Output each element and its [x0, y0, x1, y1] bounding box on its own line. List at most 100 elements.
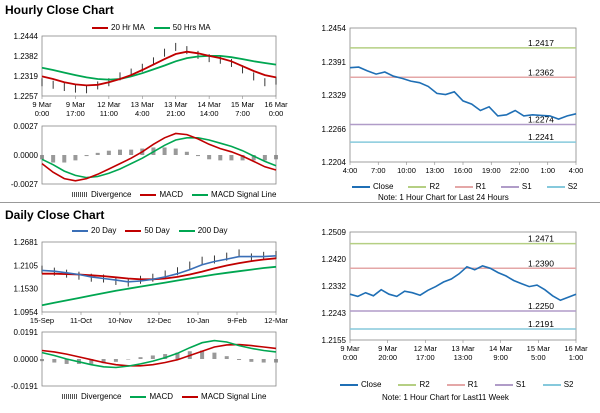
legend-swatch-s1: [500, 185, 519, 188]
legend-label-s2: S2: [563, 380, 574, 389]
divergence-bar: [106, 150, 111, 155]
x-tick-label: 10:00: [397, 166, 416, 175]
x-tick-label: 12 Mar: [97, 100, 121, 109]
x-tick-label: 20:00: [378, 353, 397, 362]
weekly-levels-panel: 1.2509 1.2420 1.2332 1.2243 1.2155 9 Mar 0:00 9…: [300, 222, 600, 413]
hourly-macd-panel: 0.0027 0.0000 -0.0027 Divergence MACD MACD…: [0, 120, 300, 202]
x-tick-label: 9 Mar: [378, 344, 398, 353]
level-label-s1: 1.2250: [528, 301, 554, 311]
y-tick-label: 1.2509: [322, 228, 347, 237]
legend-label-close: Close: [373, 182, 394, 191]
legend-label-macd: MACD: [149, 392, 174, 401]
y-tick-label: 1.2243: [322, 309, 347, 318]
x-tick-label: 22:00: [510, 166, 529, 175]
x-tick-label: 10-Nov: [108, 316, 132, 325]
legend-swatch-close: [352, 185, 370, 188]
divergence-bar: [175, 352, 180, 359]
daily-macd-legend: Divergence MACD MACD Signal Line: [62, 392, 266, 401]
daily-ma-panel: 20 Day 50 Day 200 Day 1.2681 1.2105 1.1530…: [0, 222, 300, 328]
x-tick-label: 13 Mar: [164, 100, 188, 109]
legend-swatch-signal: [182, 395, 199, 398]
level-label-r1: 1.2390: [528, 258, 554, 268]
y-tick-label: 1.2319: [14, 72, 39, 81]
y-tick-label: 0.0000: [14, 151, 39, 160]
legend-swatch-r1: [446, 383, 465, 386]
legend-swatch-50day: [125, 229, 142, 232]
legend-label-signal: MACD Signal Line: [211, 190, 277, 199]
x-tick-label: 0:00: [35, 109, 50, 118]
legend-label-r2: R2: [419, 380, 430, 389]
divergence-bar: [113, 359, 118, 362]
legend-label-r2: R2: [429, 182, 440, 191]
ma-20day-line: [41, 255, 277, 283]
divergence-bar: [249, 359, 254, 362]
x-tick-label: 12 Mar: [414, 344, 438, 353]
x-tick-label: 9 Mar: [32, 100, 52, 109]
hourly-macd-chart: 0.0027 0.0000 -0.0027: [11, 122, 278, 189]
level-label-r2: 1.2417: [528, 38, 554, 48]
x-tick-label: 19:00: [482, 166, 501, 175]
legend-swatch-s2: [546, 185, 565, 188]
legend-label-divergence: Divergence: [81, 392, 122, 401]
x-tick-label: 4:00: [569, 166, 584, 175]
x-tick-label: 13 Mar: [451, 344, 475, 353]
legend-label-50day: 50 Day: [144, 226, 170, 235]
x-tick-label: 9 Mar: [340, 344, 360, 353]
x-tick-label: 10-Jan: [187, 316, 210, 325]
divergence-bar: [51, 155, 56, 163]
legend-swatch-close: [340, 383, 358, 386]
y-tick-label: 1.0954: [14, 308, 39, 317]
y-tick-label: 1.2204: [322, 158, 347, 167]
divergence-bar: [162, 147, 167, 155]
legend-swatch-macd: [140, 193, 157, 196]
x-tick-label: 17:00: [66, 109, 85, 118]
divergence-bar: [150, 355, 155, 359]
x-tick-label: 16:00: [454, 166, 473, 175]
plot-frame: [41, 241, 277, 313]
x-tick-label: 15-Sep: [30, 316, 54, 325]
legend-swatch-signal: [192, 193, 209, 196]
divergence-bar: [251, 155, 256, 161]
x-tick-label: 4:00: [135, 109, 150, 118]
divergence-bar: [224, 356, 229, 359]
level-label-s1: 1.2274: [528, 114, 554, 124]
legend-label-20hr: 20 Hr MA: [111, 23, 145, 32]
divergence-bar: [196, 155, 200, 157]
ma-50day-line: [42, 257, 277, 281]
divergence-bar: [274, 359, 278, 363]
x-tick-label: 12-Mar: [264, 316, 288, 325]
legend-label-20day: 20 Day: [91, 226, 117, 235]
divergence-bar: [138, 357, 143, 359]
y-tick-label: 1.2420: [322, 255, 347, 264]
legend-label-r1: R1: [467, 380, 478, 389]
divergence-bar: [126, 359, 131, 360]
x-tick-label: 13:00: [425, 166, 444, 175]
divergence-bar: [163, 354, 168, 359]
divergence-bar: [274, 155, 278, 160]
divergence-bar: [212, 352, 217, 359]
x-tick-label: 13 Mar: [131, 100, 155, 109]
divergence-bar: [207, 155, 212, 160]
macd-line: [41, 132, 277, 182]
legend-swatch-s2: [542, 383, 561, 386]
divergence-bar: [40, 359, 44, 362]
legend-label-r1: R1: [475, 182, 486, 191]
y-tick-label: 1.2105: [14, 261, 39, 270]
legend-label-divergence: Divergence: [91, 190, 132, 199]
x-tick-label: 1:00: [569, 353, 584, 362]
y-tick-label: 1.2391: [322, 58, 347, 67]
hourly-section-title: Hourly Close Chart: [5, 3, 114, 17]
x-tick-label: 14:00: [200, 109, 219, 118]
hourly-ma-legend: 20 Hr MA 50 Hrs MA: [92, 23, 211, 32]
section-divider: [0, 202, 600, 203]
legend-swatch-macd: [130, 395, 147, 398]
legend-swatch-50hr: [153, 26, 170, 29]
y-tick-label: 1.2681: [14, 238, 39, 247]
legend-swatch-20hr: [92, 26, 108, 29]
divergence-bar: [40, 155, 44, 160]
x-tick-label: 0:00: [343, 353, 358, 362]
close-line: [349, 265, 577, 302]
hourly-levels-legend: Close R2 R1 S1 S2: [352, 182, 578, 191]
divergence-bar: [229, 155, 234, 161]
divergence-bar: [84, 155, 89, 157]
